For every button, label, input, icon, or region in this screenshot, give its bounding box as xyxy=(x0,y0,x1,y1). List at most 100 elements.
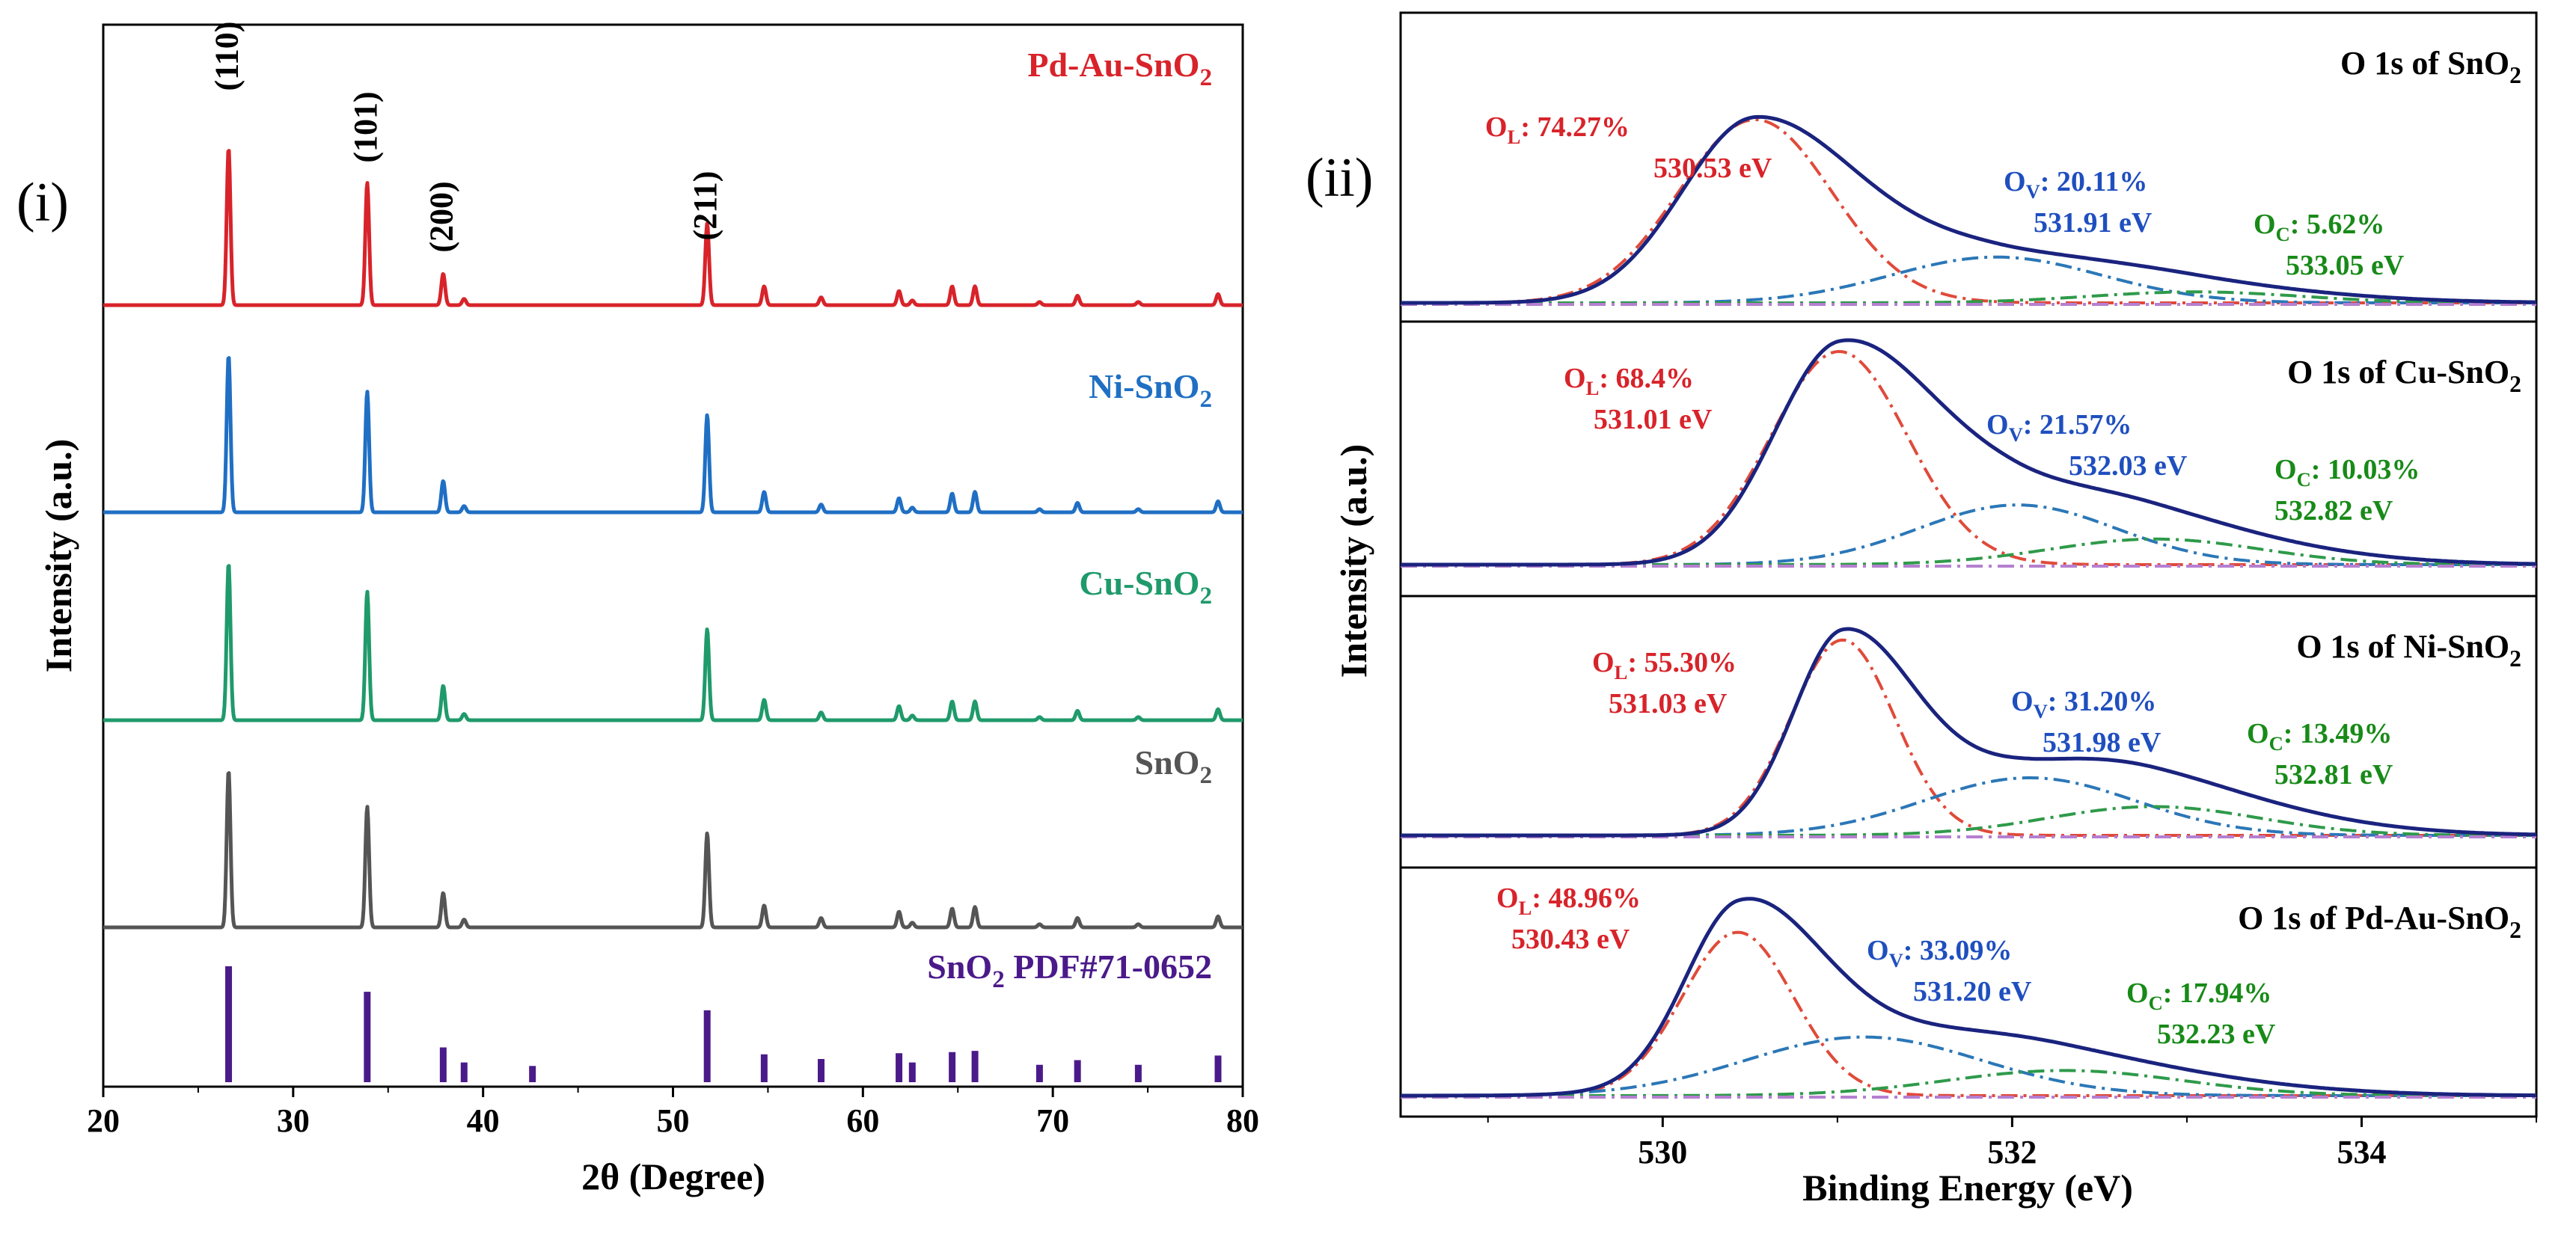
xps-subpanel-title-0-main: O 1s of SnO xyxy=(2340,45,2509,82)
xps-component-oc xyxy=(1401,537,2537,566)
xps-annotation-o: O xyxy=(2254,209,2276,240)
xps-annotation-sub: C xyxy=(2149,992,2163,1014)
xps-subpanel-title-0-sub: 2 xyxy=(2509,62,2521,88)
xps-annotation-sub: C xyxy=(2269,732,2283,755)
xrd-hkl-label: (211) xyxy=(687,171,723,241)
xrd-reference-label-sub: 2 xyxy=(992,966,1005,993)
xrd-sample-label-3: SnO2 xyxy=(1134,743,1212,789)
xps-x-tick-label: 530 xyxy=(1638,1134,1687,1170)
xps-annotation-percent: : 13.49% xyxy=(2283,718,2393,749)
xps-annotation-o: O xyxy=(1496,883,1519,914)
xps-subpanel-title-2-main: O 1s of Ni-SnO xyxy=(2296,628,2509,665)
xps-subpanel-title-2: O 1s of Ni-SnO2 xyxy=(2296,628,2521,672)
xps-x-tick-label: 532 xyxy=(1987,1134,2037,1170)
xps-annotation-ov-energy: 532.03 eV xyxy=(2069,450,2188,482)
xps-annotation-sub: V xyxy=(2034,700,2048,722)
xrd-sample-label-2-sub: 2 xyxy=(1199,582,1212,610)
xps-y-axis-title: Intensity (a.u.) xyxy=(1333,444,1374,678)
xrd-x-axis-title: 2θ (Degree) xyxy=(581,1155,765,1197)
xps-annotation-sub: L xyxy=(1508,126,1521,148)
xps-annotation-sub: V xyxy=(1889,949,1903,972)
xrd-hkl-label: (101) xyxy=(347,91,384,162)
xrd-hkl-label: (200) xyxy=(423,181,459,252)
xps-annotation-sub: C xyxy=(2297,468,2311,491)
xps-annotation-sub: V xyxy=(2026,180,2040,203)
xrd-sample-label-1-sub: 2 xyxy=(1199,385,1212,413)
xrd-trace-2 xyxy=(102,564,1244,722)
xps-annotation-percent: : 74.27% xyxy=(1520,111,1630,143)
xrd-panel: (i) Intensity (a.u.) 2θ (Degree) 20 30 40 5… xyxy=(16,22,1259,1197)
xrd-sample-label-2: Cu-SnO2 xyxy=(1079,564,1212,610)
xps-annotation-o: O xyxy=(2004,166,2026,197)
xrd-sample-label-0-sub: 2 xyxy=(1199,64,1212,91)
xrd-x-tick-label: 40 xyxy=(467,1102,500,1139)
xps-component-ov xyxy=(1401,1035,2536,1097)
xps-annotation-oc-energy: 532.81 eV xyxy=(2274,759,2393,791)
xps-annotation-ov-energy: 531.20 eV xyxy=(1913,976,2032,1007)
xps-subpanel-title-3-main: O 1s of Pd-Au-SnO xyxy=(2238,900,2509,936)
xps-annotation-ol-percent: OL: 48.96% xyxy=(1496,883,1641,919)
xps-subpanel-title-1-main: O 1s of Cu-SnO xyxy=(2287,354,2509,390)
xps-annotation-sub: L xyxy=(1586,377,1600,399)
xps-annotation-o: O xyxy=(2011,686,2034,717)
xps-x-tick-label: 534 xyxy=(2337,1134,2386,1170)
xps-annotation-o: O xyxy=(1986,409,2009,441)
xps-subpanel-title-3: O 1s of Pd-Au-SnO2 xyxy=(2238,900,2521,943)
xrd-x-tick-label: 20 xyxy=(87,1102,120,1139)
xrd-trace-0 xyxy=(102,149,1244,307)
xps-panel: (ii) Intensity (a.u.) Binding Energy (eV… xyxy=(1306,11,2538,1209)
xps-annotation-percent: : 68.4% xyxy=(1599,363,1694,394)
xrd-sample-label-1-main: Ni-SnO xyxy=(1089,367,1199,405)
xrd-x-ticks: 20 30 40 50 60 70 80 xyxy=(87,1087,1259,1139)
xps-annotation-oc-energy: 532.82 eV xyxy=(2274,495,2393,527)
xps-annotation-ol-percent: OL: 55.30% xyxy=(1592,647,1737,684)
xrd-sample-label-1: Ni-SnO2 xyxy=(1089,367,1212,413)
xps-subpanel-title-1-sub: 2 xyxy=(2509,371,2521,397)
xps-annotation-o: O xyxy=(2274,454,2297,485)
xrd-frame-corner xyxy=(105,26,108,29)
xps-annotation-percent: : 33.09% xyxy=(1903,935,2013,966)
xrd-x-tick-label: 50 xyxy=(657,1102,690,1139)
xrd-reference-label: SnO2 PDF#71-0652 xyxy=(927,948,1212,993)
xps-annotation-oc-percent: OC: 17.94% xyxy=(2126,977,2271,1014)
xps-annotation-ol-energy: 531.01 eV xyxy=(1594,404,1713,435)
xps-annotation-ol-energy: 531.03 eV xyxy=(1609,688,1728,719)
xps-subpanel-title-2-sub: 2 xyxy=(2509,645,2521,672)
xps-envelope xyxy=(1401,897,2536,1098)
xps-annotation-ov-energy: 531.91 eV xyxy=(2034,207,2153,239)
xps-component-ol xyxy=(1401,117,2536,304)
xps-annotation-percent: : 10.03% xyxy=(2311,454,2420,485)
xrd-sample-label-3-sub: 2 xyxy=(1199,761,1212,789)
xps-annotation-percent: : 5.62% xyxy=(2290,209,2385,240)
xrd-hkl-label: (110) xyxy=(209,22,245,91)
xps-annotation-ol-energy: 530.43 eV xyxy=(1511,924,1630,955)
xrd-sample-label-2-main: Cu-SnO xyxy=(1079,564,1199,602)
xps-annotation-o: O xyxy=(1592,647,1615,678)
panel-i-letter: (i) xyxy=(16,172,69,233)
xps-annotation-ov-percent: OV: 31.20% xyxy=(2011,686,2156,722)
xps-annotation-o: O xyxy=(2247,718,2269,749)
xps-annotation-o: O xyxy=(1564,363,1586,394)
xps-annotation-sub: V xyxy=(2009,423,2023,446)
xps-annotation-sub: L xyxy=(1519,897,1532,919)
xrd-trace-3 xyxy=(102,771,1244,930)
xps-subpanel-title-0: O 1s of SnO2 xyxy=(2340,45,2521,88)
xrd-sample-label-0: Pd-Au-SnO2 xyxy=(1027,46,1212,91)
xps-annotation-o: O xyxy=(2126,977,2149,1009)
xrd-x-tick-label: 30 xyxy=(277,1102,310,1139)
xps-subpanel-title-3-sub: 2 xyxy=(2509,917,2521,943)
xrd-x-tick-label: 60 xyxy=(846,1102,879,1139)
xrd-sample-label-0-main: Pd-Au-SnO xyxy=(1027,46,1199,84)
xps-x-axis-title: Binding Energy (eV) xyxy=(1802,1167,2133,1209)
xps-annotation-o: O xyxy=(1485,111,1508,143)
xps-annotation-ol-energy: 530.53 eV xyxy=(1653,153,1772,184)
xps-annotation-ov-percent: OV: 20.11% xyxy=(2004,166,2147,203)
xps-subpanel-3: O 1s of Pd-Au-SnO2 OL: 48.96% 530.43 eV O V:… xyxy=(1401,866,2536,1099)
xrd-sample-label-3-main: SnO xyxy=(1134,743,1199,782)
xps-annotation-oc-energy: 532.23 eV xyxy=(2157,1019,2276,1050)
xps-x-ticks: 530 532 534 xyxy=(1487,1117,2537,1170)
xps-annotation-sub: L xyxy=(1615,661,1628,684)
